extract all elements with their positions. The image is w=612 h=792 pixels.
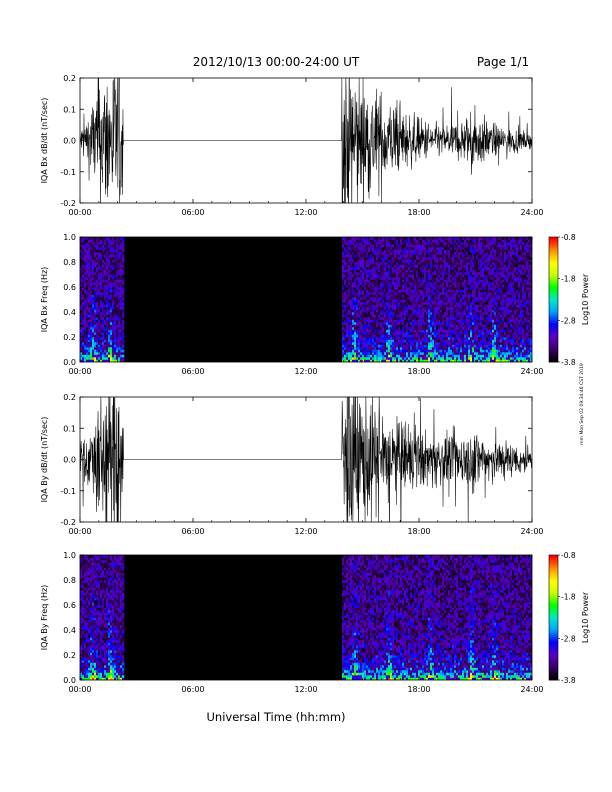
x-tick-label: 12:00: [294, 685, 317, 694]
plot-area: [80, 397, 532, 522]
colorbar-tick-label: -0.8: [561, 551, 576, 560]
side-timestamp: mm Mon Sep 02 09:34:46 CST 2019: [579, 363, 585, 445]
y-tick-label: 0.4: [63, 626, 76, 635]
x-tick-label: 06:00: [181, 208, 204, 217]
y-axis-label: IQA By dB/dt (nT/sec): [40, 417, 49, 503]
y-tick-label: 0.6: [63, 601, 76, 610]
x-tick-label: 24:00: [520, 685, 543, 694]
x-tick-label: 00:00: [68, 367, 91, 376]
x-tick-label: 18:00: [407, 527, 430, 536]
colorbar-tick-label: -3.8: [561, 676, 576, 685]
y-tick-label: -0.2: [60, 518, 76, 527]
bx-spectrogram-panel: 00:00 06:00 12:00 18:00 24:00 0.0 0.2 0.4 0.6 0.8…: [40, 233, 590, 376]
colorbar-label: Log10 Power: [581, 591, 590, 643]
x-tick-label: 24:00: [520, 208, 543, 217]
plot-area: [80, 237, 532, 362]
colorbar-frame: [548, 236, 559, 363]
x-tick-label: 06:00: [181, 527, 204, 536]
x-tick-label: 18:00: [407, 208, 430, 217]
x-tick-label: 12:00: [294, 367, 317, 376]
y-tick-label: 0.1: [63, 424, 76, 433]
y-axis-label: IQA Bx dB/dt (nT/sec): [40, 98, 49, 184]
x-tick-label: 00:00: [68, 527, 91, 536]
by-waveform-panel: 00:00 06:00 12:00 18:00 24:00 -0.2 -0.1 0.0 0.1 0…: [40, 393, 544, 536]
by-spectrogram-panel: 00:00 06:00 12:00 18:00 24:00 0.0 0.2 0.4 0.6 0.8…: [40, 551, 590, 694]
y-tick-label: -0.1: [60, 487, 76, 496]
y-tick-label: 0.2: [63, 74, 76, 83]
page-number: Page 1/1: [477, 55, 529, 69]
y-tick-label: -0.2: [60, 199, 76, 208]
y-tick-label: 0.0: [63, 137, 76, 146]
waveform-series: [80, 397, 532, 522]
y-tick-label: 1.0: [63, 233, 76, 242]
colorbar-frame: [548, 554, 559, 681]
y-axis-label: IQA By Freq (Hz): [40, 585, 49, 651]
x-tick-label: 24:00: [520, 527, 543, 536]
colorbar-tick-label: -2.8: [561, 634, 576, 643]
colorbar-tick-label: -0.8: [561, 233, 576, 242]
y-tick-label: 0.1: [63, 105, 76, 114]
colorbar: -0.8 -1.8 -2.8 -3.8 Log10 Power: [548, 233, 590, 367]
y-tick-label: 0.8: [63, 576, 76, 585]
x-tick-label: 00:00: [68, 208, 91, 217]
y-tick-label: 0.2: [63, 333, 76, 342]
y-tick-label: 0.2: [63, 651, 76, 660]
x-tick-label: 12:00: [294, 208, 317, 217]
x-tick-label: 06:00: [181, 367, 204, 376]
x-tick-label: 24:00: [520, 367, 543, 376]
colorbar-tick-label: -1.8: [561, 593, 576, 602]
plot-area: [80, 555, 532, 680]
x-tick-label: 18:00: [407, 367, 430, 376]
colorbar: -0.8 -1.8 -2.8 -3.8 Log10 Power: [548, 551, 590, 685]
colorbar-label: Log10 Power: [581, 273, 590, 325]
y-tick-label: 0.0: [63, 456, 76, 465]
x-tick-label: 12:00: [294, 527, 317, 536]
y-tick-label: 0.8: [63, 258, 76, 267]
x-tick-label: 18:00: [407, 685, 430, 694]
y-tick-label: 0.0: [63, 676, 76, 685]
y-tick-label: 0.4: [63, 308, 76, 317]
colorbar-tick-label: -2.8: [561, 316, 576, 325]
y-tick-label: 0.6: [63, 283, 76, 292]
y-axis-label: IQA Bx Freq (Hz): [40, 267, 49, 333]
colorbar-tick-label: -3.8: [561, 358, 576, 367]
x-axis-label: Universal Time (hh:mm): [206, 710, 345, 724]
y-tick-label: 0.0: [63, 358, 76, 367]
colorbar-tick-label: -1.8: [561, 275, 576, 284]
waveform-series: [80, 78, 532, 203]
x-tick-label: 06:00: [181, 685, 204, 694]
bx-waveform-panel: 00:00 06:00 12:00 18:00 24:00 -0.2 -0.1 0.0 0.1 0…: [40, 74, 544, 217]
y-tick-label: 1.0: [63, 551, 76, 560]
plot-area: [80, 78, 532, 203]
y-tick-label: -0.1: [60, 168, 76, 177]
x-tick-label: 00:00: [68, 685, 91, 694]
chart-title: 2012/10/13 00:00-24:00 UT: [193, 55, 360, 69]
y-tick-label: 0.2: [63, 393, 76, 402]
